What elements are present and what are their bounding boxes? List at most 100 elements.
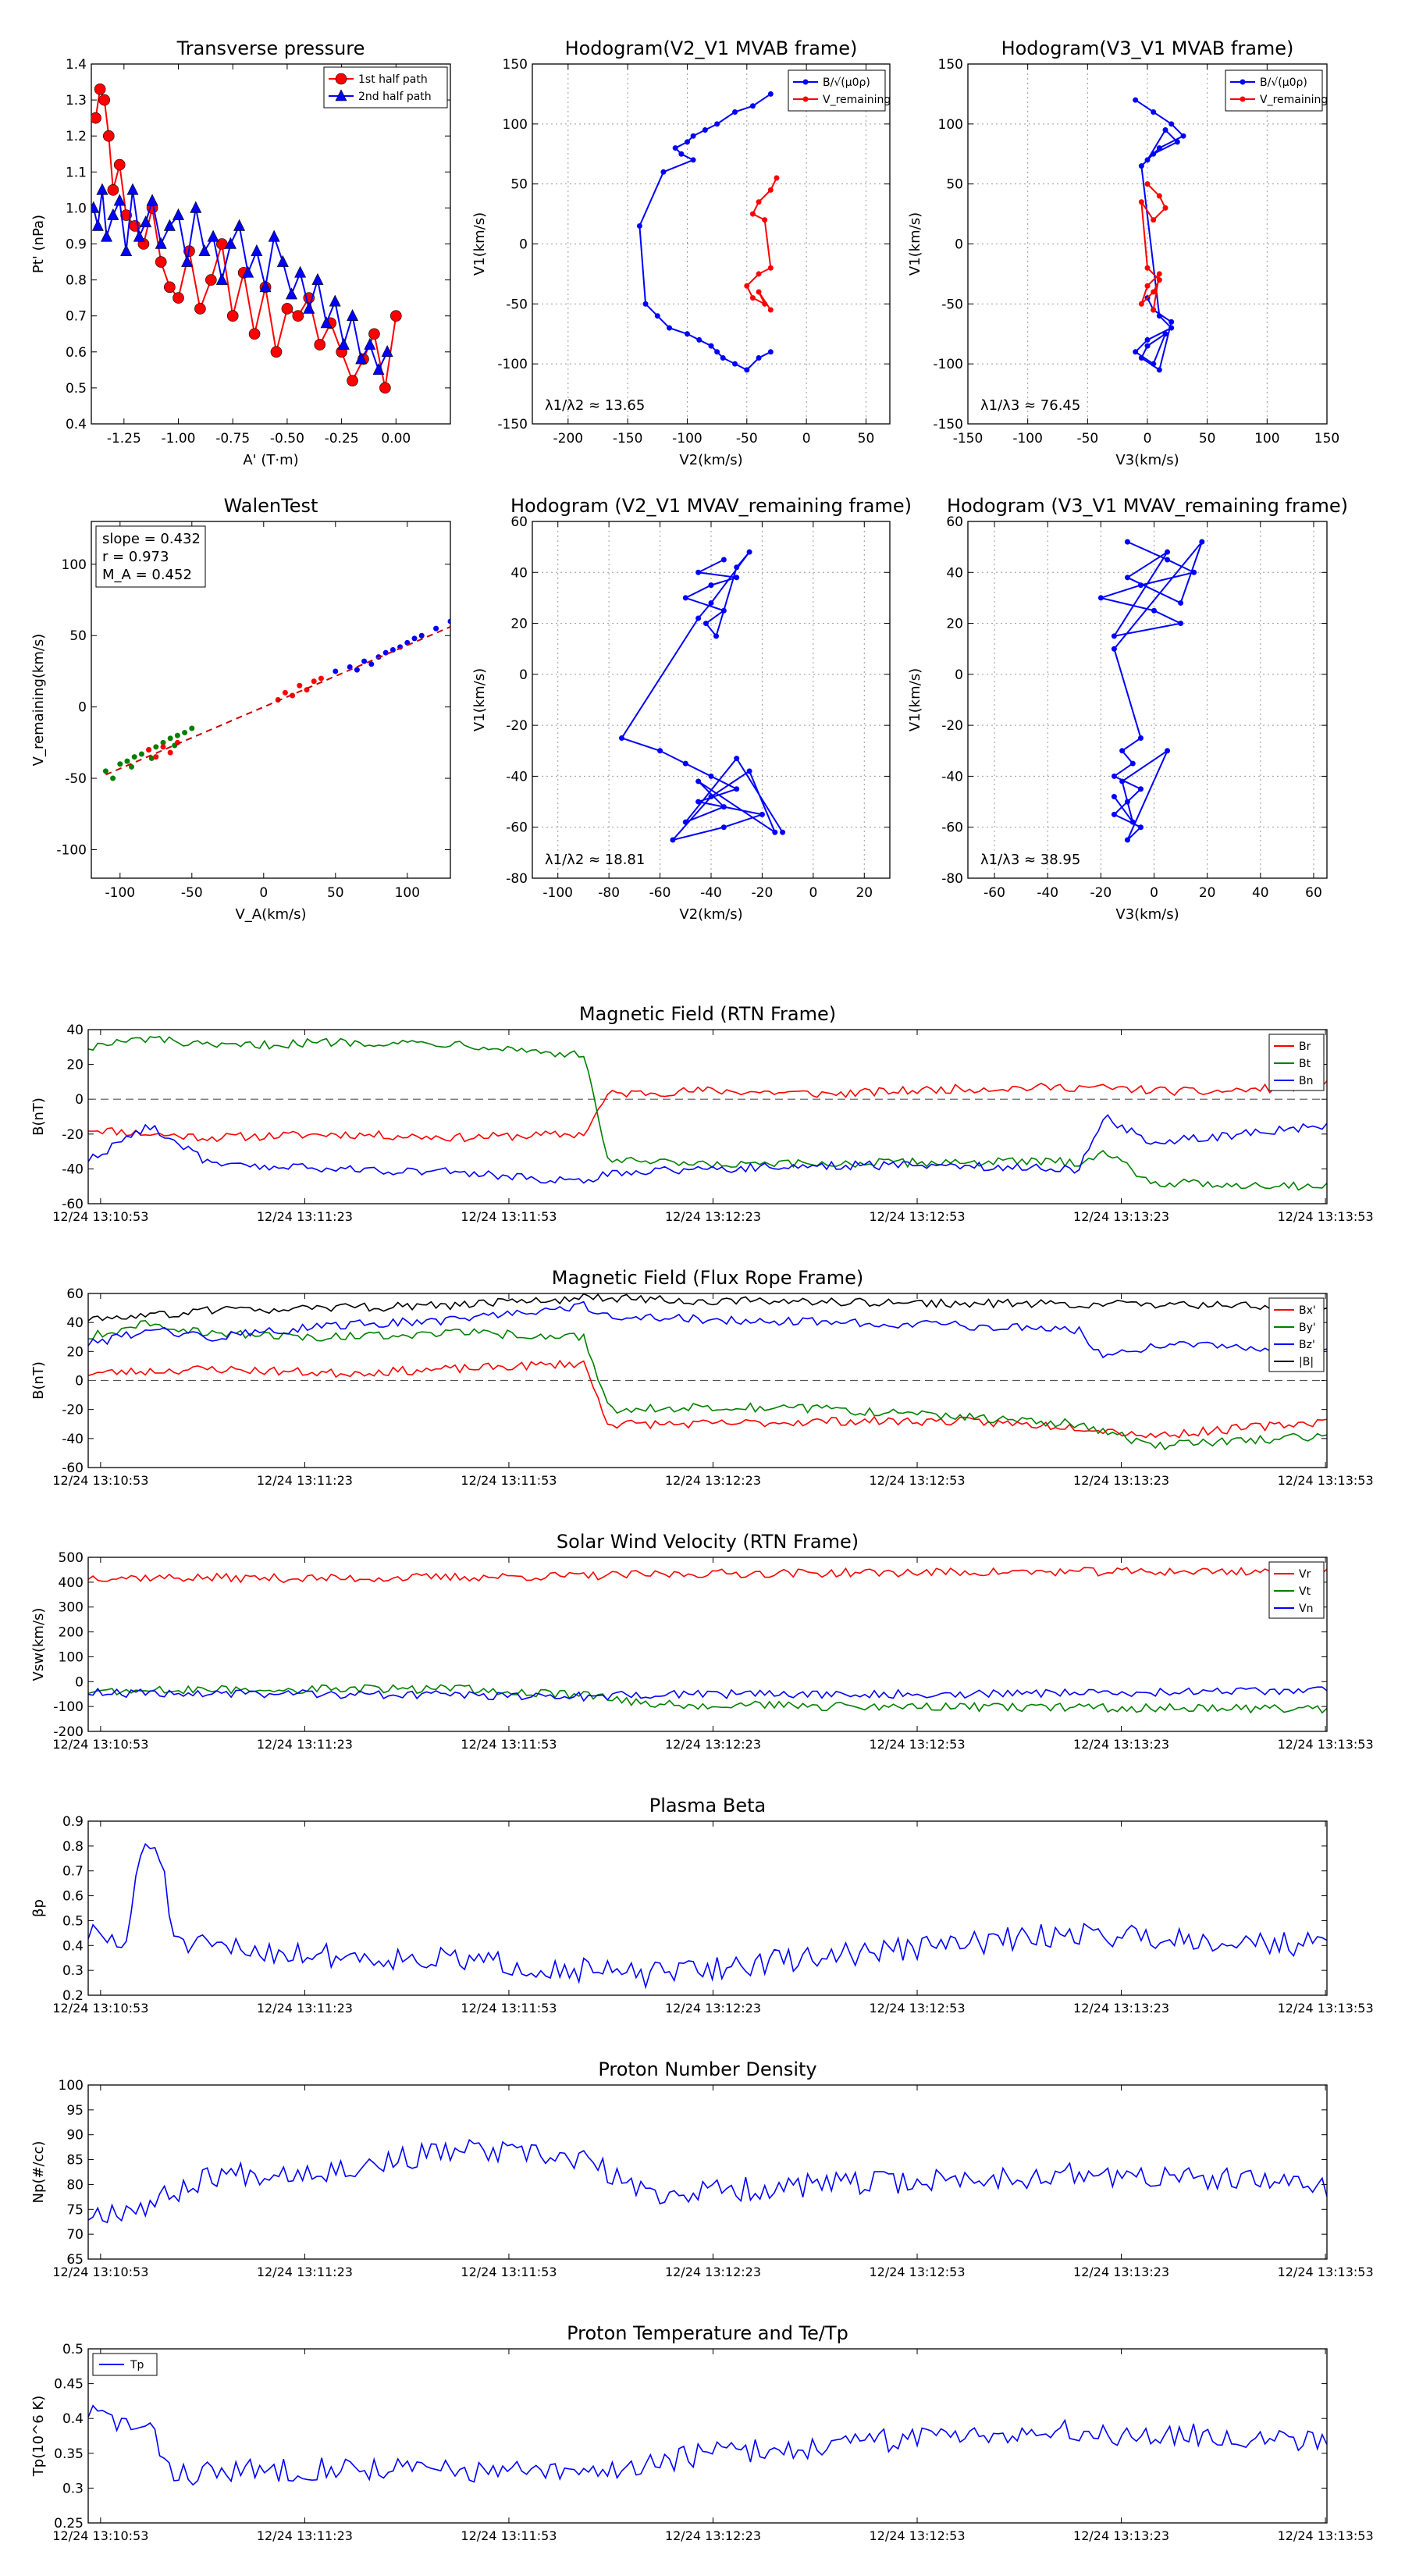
- time-tick-label: 12/24 13:13:23: [1073, 1209, 1169, 1224]
- y-axis-label: V1(km/s): [907, 212, 923, 276]
- data-point: [1151, 307, 1157, 313]
- time-tick-label: 12/24 13:10:53: [52, 2528, 148, 2543]
- data-point: [303, 301, 315, 314]
- data-point: [155, 237, 167, 249]
- data-point: [207, 229, 219, 242]
- data-point: [1144, 181, 1151, 187]
- data-point: [146, 746, 152, 753]
- x-tick-label: 0: [1150, 885, 1158, 901]
- series-line-beta: [88, 1842, 1327, 1990]
- time-tick-label: 12/24 13:11:53: [461, 2001, 557, 2016]
- data-point: [292, 310, 304, 322]
- y-tick-label: 1.0: [66, 201, 87, 216]
- data-point: [126, 183, 139, 195]
- y-tick-label: 0: [519, 237, 528, 253]
- data-point: [1165, 748, 1171, 754]
- y-tick-label: 20: [510, 617, 528, 632]
- data-point: [720, 607, 727, 614]
- data-point: [1156, 313, 1162, 319]
- y-tick-label: 95: [66, 2103, 84, 2119]
- data-point: [1191, 569, 1197, 575]
- data-point: [695, 778, 702, 785]
- y-tick-label: 100: [503, 117, 528, 133]
- data-point: [368, 661, 375, 667]
- data-point: [734, 756, 740, 762]
- x-tick-label: 100: [395, 885, 420, 901]
- data-point: [190, 201, 202, 213]
- data-point: [113, 194, 126, 206]
- series-line-br: [88, 1080, 1327, 1143]
- data-point: [1144, 336, 1151, 343]
- y-tick-label: -60: [62, 1197, 84, 1212]
- y-tick-label: 0.6: [62, 1889, 84, 1905]
- series-line-bz: [88, 1300, 1327, 1359]
- time-tick-label: 12/24 13:13:53: [1278, 2528, 1374, 2543]
- data-point: [1133, 349, 1139, 355]
- y-tick-label: -80: [941, 871, 963, 887]
- data-point: [708, 794, 714, 800]
- data-point: [1138, 199, 1144, 205]
- data-point: [762, 217, 768, 223]
- data-point: [129, 763, 135, 770]
- data-point: [1156, 193, 1162, 199]
- data-point: [242, 265, 254, 278]
- chart-title: Transverse pressure: [176, 37, 365, 59]
- y-tick-label: -100: [933, 357, 963, 372]
- time-tick-label: 12/24 13:12:53: [869, 1209, 965, 1224]
- y-tick-label: -100: [53, 1699, 84, 1715]
- x-tick-label: 20: [1199, 885, 1216, 901]
- data-point: [297, 682, 303, 688]
- data-point: [1097, 595, 1104, 601]
- x-tick-label: -0.75: [215, 431, 250, 447]
- data-point: [1124, 539, 1130, 545]
- legend-label: Bn: [1299, 1075, 1313, 1087]
- data-point: [198, 244, 211, 257]
- data-point: [382, 649, 389, 656]
- time-tick-label: 12/24 13:10:53: [52, 1209, 148, 1224]
- data-point: [713, 633, 720, 639]
- time-tick-label: 12/24 13:13:53: [1278, 1737, 1374, 1752]
- data-point: [682, 760, 688, 767]
- data-point: [329, 294, 341, 307]
- time-tick-label: 12/24 13:10:53: [52, 1473, 148, 1488]
- chart-pt: -1.25 -1.00 -0.75 -0.50 -0.25 0.00 0.4 0.5 0.6 0.…: [30, 37, 451, 468]
- time-tick-label: 12/24 13:12:53: [869, 2528, 965, 2543]
- x-axis-label: V3(km/s): [1115, 906, 1179, 923]
- y-tick-label: -40: [506, 769, 528, 785]
- data-point: [1240, 96, 1246, 102]
- data-point: [285, 287, 297, 300]
- y-tick-label: 0.35: [54, 2446, 84, 2462]
- y-tick-label: 100: [59, 1649, 84, 1665]
- time-tick-label: 12/24 13:12:23: [665, 2265, 761, 2279]
- x-tick-label: -20: [752, 885, 774, 901]
- y-tick-label: 0: [75, 1092, 84, 1108]
- data-point: [368, 328, 380, 340]
- data-point: [102, 768, 108, 774]
- data-point: [364, 337, 376, 350]
- data-point: [1138, 301, 1144, 307]
- data-point: [1111, 633, 1117, 639]
- data-point: [744, 367, 750, 373]
- data-point: [91, 201, 100, 213]
- plot-area: [1097, 539, 1205, 843]
- y-tick-label: 0: [955, 237, 963, 253]
- y-tick-label: 60: [946, 514, 963, 530]
- x-tick-label: -0.25: [325, 431, 359, 447]
- x-tick-label: -60: [984, 885, 1005, 901]
- data-point: [1156, 145, 1162, 151]
- y-tick-label: -40: [941, 769, 963, 785]
- data-point: [335, 73, 347, 85]
- y-tick-label: 0.7: [66, 309, 87, 325]
- data-point: [702, 621, 709, 627]
- data-point: [1137, 824, 1144, 831]
- data-point: [164, 281, 176, 294]
- data-point: [314, 339, 326, 350]
- y-axis-label: V1(km/s): [907, 668, 923, 731]
- data-point: [802, 96, 809, 102]
- data-point: [682, 595, 688, 601]
- series-line-np: [88, 2138, 1327, 2224]
- chart-title: Hodogram (V2_V1 MVAV_remaining frame): [510, 495, 912, 517]
- data-point: [1156, 271, 1162, 277]
- chart-beta: 0.2 0.3 0.4 0.5 0.6 0.7 0.8 0.9 12/24 13:10:53 12…: [30, 1795, 1374, 2016]
- time-tick-label: 12/24 13:10:53: [52, 1737, 148, 1752]
